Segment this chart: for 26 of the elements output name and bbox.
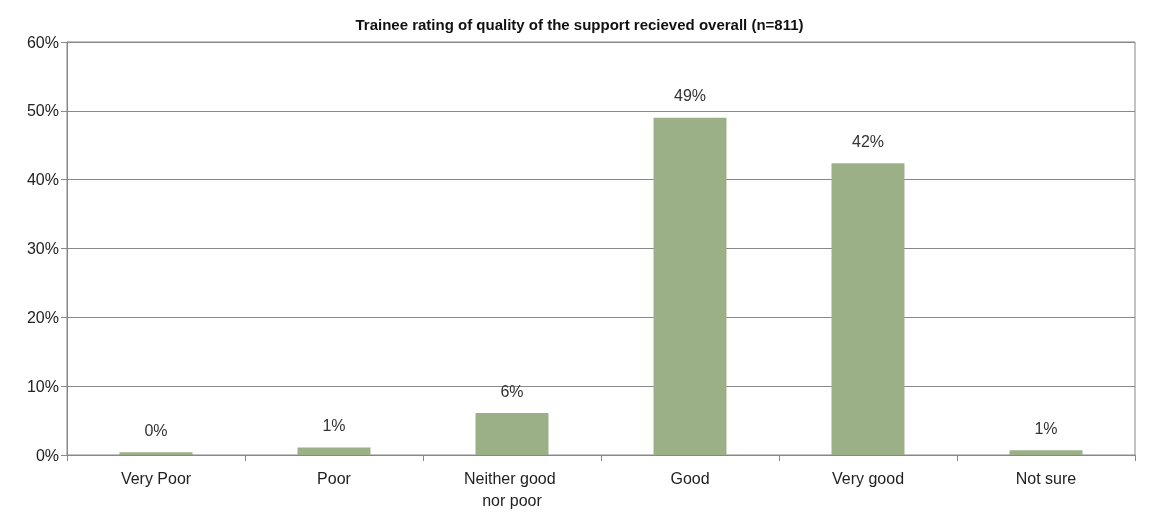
- bar: [831, 163, 905, 455]
- data-label: 42%: [851, 132, 885, 150]
- y-tick-label: 50%: [26, 102, 59, 120]
- data-label: 1%: [1034, 419, 1058, 437]
- y-tick-label: 40%: [26, 171, 59, 189]
- y-tick-label: 10%: [26, 377, 59, 395]
- x-tick-label: Poor: [317, 469, 352, 487]
- x-tick-label: Good: [670, 469, 710, 487]
- bar: [653, 117, 727, 455]
- bar: [119, 452, 193, 455]
- data-label: 1%: [322, 416, 346, 434]
- data-label: 6%: [500, 382, 524, 400]
- y-tick-label: 30%: [26, 240, 59, 257]
- x-tick-label: Neither good nor poor: [463, 469, 561, 509]
- y-tick-label: 60%: [26, 33, 59, 51]
- bar: [297, 447, 371, 455]
- x-tick-label: Not sure: [1015, 469, 1077, 487]
- bar: [1009, 450, 1083, 455]
- chart-title: Trainee rating of quality of the support recieved overall (n=811): [355, 16, 804, 33]
- y-tick-label: 0%: [35, 446, 59, 464]
- y-tick-label: 20%: [26, 308, 59, 326]
- data-label: 0%: [144, 421, 168, 439]
- x-tick-label: Very Poor: [120, 469, 192, 487]
- bar: [475, 413, 549, 455]
- data-label: 49%: [673, 87, 707, 105]
- x-tick-label: Very good: [831, 469, 905, 487]
